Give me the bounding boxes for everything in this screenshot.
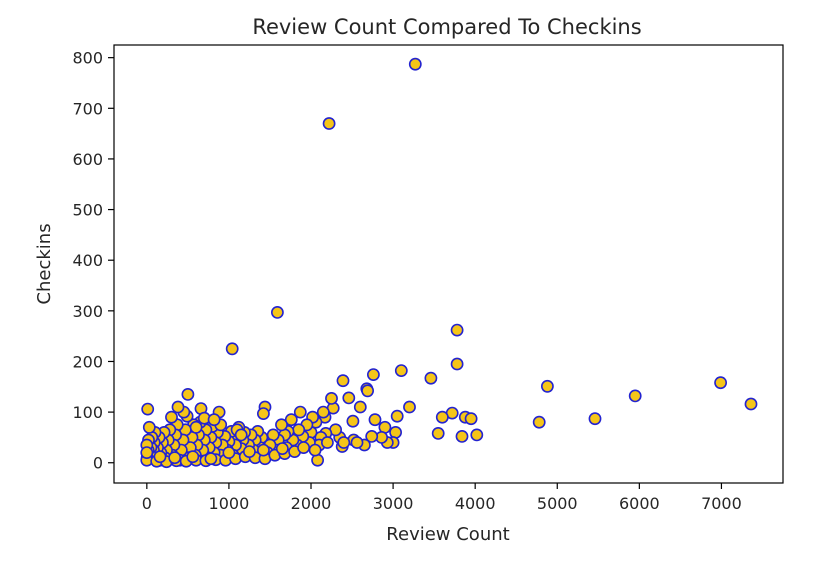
x-tick-label: 2000 [291,494,332,513]
y-tick-label: 800 [72,49,103,68]
data-point [628,389,642,403]
y-tick-label: 700 [72,99,103,118]
data-point [744,397,758,411]
data-point [153,450,167,464]
data-point [464,412,478,426]
data-point [322,117,336,130]
data-point [365,429,379,443]
plot-frame [113,44,784,484]
y-tick-label: 600 [72,150,103,169]
data-point [368,413,382,427]
data-point [168,451,182,465]
chart-title: Review Count Compared To Checkins [252,15,641,39]
data-point [394,364,408,377]
data-point [165,410,178,424]
data-point [336,374,350,388]
data-point [431,426,445,440]
data-point [256,407,270,420]
data-point [297,441,310,454]
y-tick-label: 0 [93,454,103,473]
data-point [141,402,155,416]
data-point [270,305,284,319]
data-point [308,443,322,457]
x-tick-label: 7000 [701,494,742,513]
data-point [140,446,154,459]
y-tick-label: 100 [72,403,103,422]
data-point [424,371,438,385]
data-point [455,429,469,443]
data-point [353,400,367,414]
data-point [350,436,364,449]
data-point [450,357,464,371]
data-point [366,368,380,381]
x-tick-label: 3000 [373,494,414,513]
y-tick-label: 500 [72,201,103,220]
x-axis-title: Review Count [386,524,509,545]
data-point [470,428,484,442]
data-point [256,443,270,457]
data-point [284,413,298,427]
data-point [541,379,554,393]
data-point [275,442,289,455]
data-point [588,412,602,426]
data-point [181,387,195,401]
data-point [293,405,307,419]
data-point [390,409,404,423]
data-point [337,436,351,449]
data-point [361,384,374,398]
data-point [532,415,546,429]
y-axis-title: Checkins [34,223,55,304]
data-point [171,400,185,414]
data-point [408,57,422,71]
points-layer [140,57,758,469]
data-point [204,452,218,466]
data-point [222,446,236,459]
data-point [242,445,256,458]
data-point [142,420,156,434]
data-point [316,405,330,419]
data-point [225,342,239,356]
data-point [342,391,356,405]
y-tick-label: 300 [72,302,103,321]
data-point [325,391,338,405]
x-tick-label: 5000 [537,494,578,513]
x-tick-label: 6000 [619,494,660,513]
data-point [275,418,288,432]
data-point [450,323,464,337]
y-tick-label: 400 [72,251,103,270]
data-point [292,423,306,437]
x-axis: 0 1000 2000 3000 4000 5000 6000 7000 [142,483,742,513]
data-point [207,413,221,427]
y-axis: 0 100 200 300 400 500 600 700 800 [72,49,114,473]
x-tick-label: 1000 [209,494,250,513]
data-point [435,410,449,424]
data-point [320,436,334,449]
x-tick-label: 0 [142,494,152,513]
data-point [714,376,727,390]
data-point [346,414,360,428]
data-point [403,400,416,414]
y-tick-label: 200 [72,352,103,371]
data-point [234,428,248,442]
x-tick-label: 4000 [455,494,496,513]
data-point [186,450,200,464]
data-point [189,420,203,434]
